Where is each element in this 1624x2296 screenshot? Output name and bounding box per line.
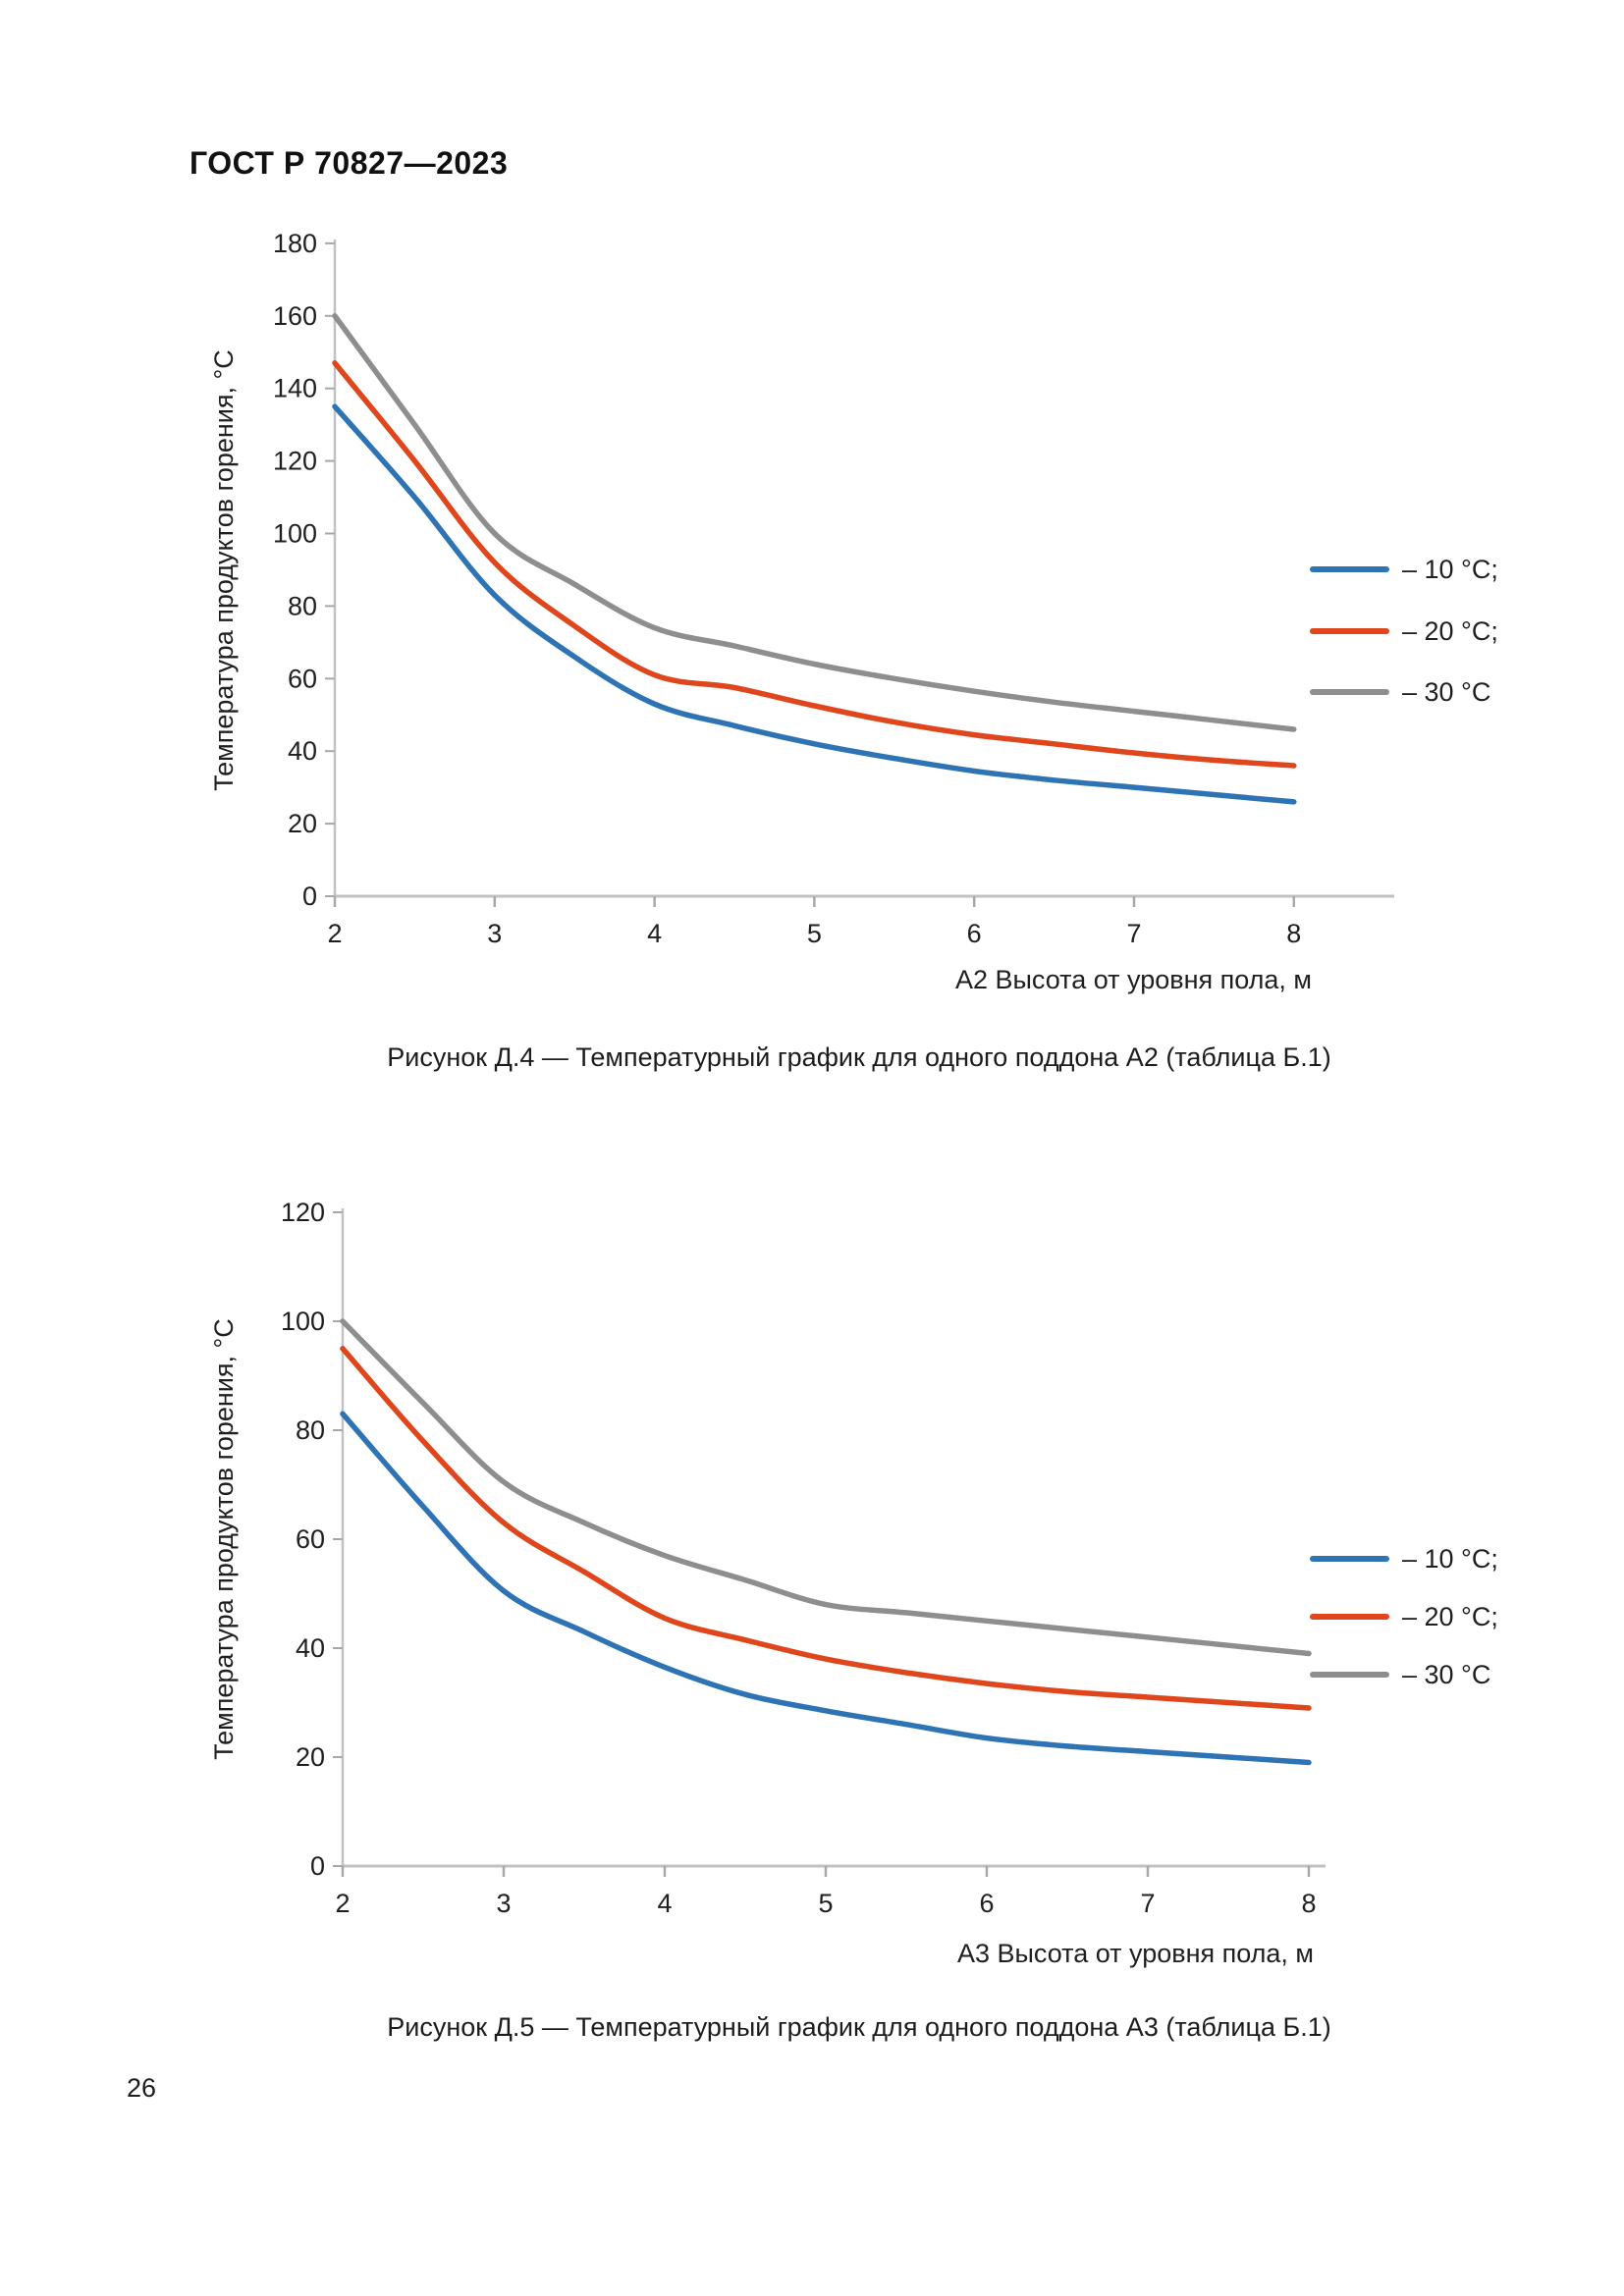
page-number: 26: [127, 2073, 157, 2103]
legend-label-30c: – 30 °С: [1402, 1660, 1490, 1689]
y-tick-label: 60: [296, 1524, 325, 1554]
y-tick-label: 100: [281, 1307, 325, 1336]
x-tick-label: 2: [335, 1889, 350, 1918]
x-tick-label: 5: [818, 1889, 833, 1918]
x-tick-label: 3: [496, 1889, 511, 1918]
figure-d4-chart: 0 20 40 60 80 100 120 140 160 180 2 3 4 5 6 7 8 – 10 °С; –…: [209, 229, 1498, 994]
y-tick-label: 100: [273, 519, 317, 549]
x-tick-label: 4: [647, 919, 662, 948]
y-tick-label: 140: [273, 374, 317, 403]
y-axis-title: Температура продуктов горения, °С: [209, 1318, 239, 1760]
x-tick-label: 4: [657, 1889, 672, 1918]
figure-d5-chart: 0 20 40 60 80 100 120 2 3 4 5 6 7 8 – 10 °С; – 20 °С; – …: [209, 1198, 1498, 1968]
series-line-20c: [332, 360, 1297, 769]
y-tick-label: 60: [288, 664, 317, 693]
figure-d4-caption: Рисунок Д.4 — Температурный график для о…: [387, 1042, 1331, 1072]
page-header: ГОСТ Р 70827—2023: [189, 145, 509, 181]
y-tick-label: 20: [296, 1742, 325, 1772]
legend-label-20c: – 20 °С;: [1402, 1602, 1498, 1631]
series-line-10c: [332, 403, 1297, 805]
x-axis-title: А3 Высота от уровня пола, м: [957, 1939, 1314, 1968]
legend-label-10c: – 10 °С;: [1402, 555, 1498, 584]
y-tick-label: 20: [288, 809, 317, 838]
x-tick-label: 8: [1301, 1889, 1316, 1918]
x-tick-label: 3: [487, 919, 502, 948]
x-tick-label: 8: [1286, 919, 1301, 948]
legend-label-10c: – 10 °С;: [1402, 1544, 1498, 1574]
y-tick-label: 40: [288, 736, 317, 766]
legend-label-20c: – 20 °С;: [1402, 616, 1498, 646]
x-tick-label: 2: [327, 919, 342, 948]
x-tick-label: 6: [979, 1889, 994, 1918]
x-tick-label: 6: [967, 919, 982, 948]
x-axis-title: А2 Высота от уровня пола, м: [955, 965, 1312, 994]
y-tick-label: 120: [281, 1198, 325, 1227]
x-tick-label: 7: [1140, 1889, 1155, 1918]
y-tick-label: 80: [288, 591, 317, 620]
figure-d5-caption: Рисунок Д.5 — Температурный график для о…: [387, 2012, 1331, 2042]
series-line-30c: [332, 313, 1297, 732]
y-tick-label: 120: [273, 447, 317, 476]
legend-label-30c: – 30 °С: [1402, 677, 1490, 707]
y-tick-label: 0: [310, 1851, 325, 1881]
y-tick-label: 0: [302, 881, 317, 911]
x-tick-label: 5: [807, 919, 822, 948]
y-tick-label: 80: [296, 1415, 325, 1445]
y-tick-label: 40: [296, 1633, 325, 1663]
series-line-10c: [340, 1411, 1312, 1766]
x-tick-label: 7: [1126, 919, 1141, 948]
y-axis-title: Температура продуктов горения, °С: [209, 349, 239, 791]
series-line-30c: [340, 1318, 1312, 1657]
series-line-20c: [340, 1346, 1312, 1711]
y-tick-label: 160: [273, 301, 317, 331]
y-tick-label: 180: [273, 229, 317, 258]
